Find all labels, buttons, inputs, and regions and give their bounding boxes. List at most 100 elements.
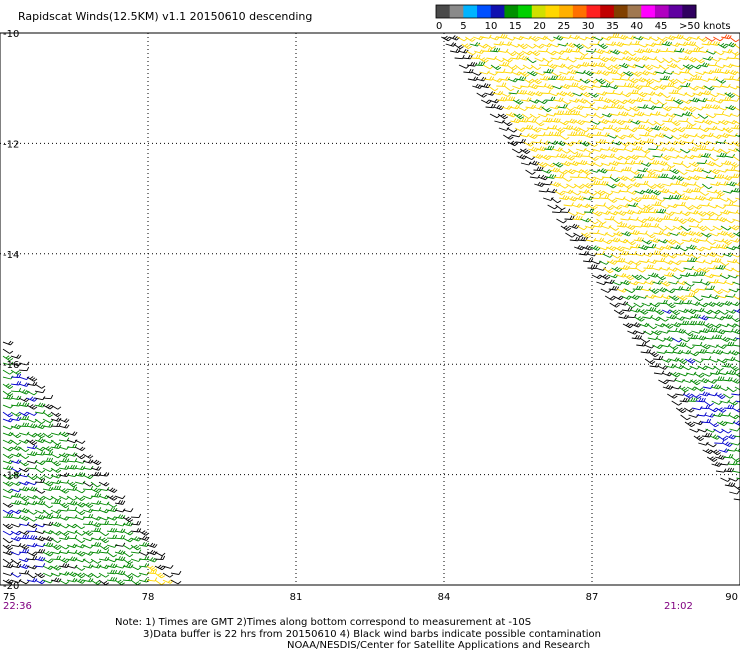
colorbar-swatch (436, 5, 451, 18)
wind-barb (50, 499, 62, 505)
wind-barb (530, 64, 542, 70)
wind-barb (631, 134, 642, 141)
wind-barb (523, 78, 535, 84)
wind-barb (627, 202, 638, 207)
wind-barb (2, 509, 14, 515)
wind-barb (678, 386, 689, 393)
wind-barb (606, 56, 618, 62)
wind-barb (664, 225, 676, 231)
wind-barb (723, 267, 735, 272)
wind-barb (655, 274, 667, 281)
wind-barb (555, 204, 566, 211)
wind-barb (625, 98, 636, 104)
colorbar-swatch (463, 5, 478, 18)
wind-barb (516, 154, 528, 160)
wind-barb (671, 274, 683, 280)
wind-barb (706, 379, 717, 384)
wind-barb (555, 75, 567, 81)
wind-barb (619, 203, 631, 208)
wind-barb (676, 358, 688, 364)
colorbar-swatch (600, 5, 615, 18)
wind-barb (736, 288, 740, 291)
wind-barb (507, 140, 519, 147)
wind-barb (708, 92, 720, 98)
wind-barb (594, 189, 606, 196)
wind-barb (74, 578, 86, 584)
wind-barb (730, 64, 740, 68)
wind-barb (675, 391, 686, 396)
wind-barb (598, 246, 609, 251)
colorbar-swatch (613, 5, 629, 18)
wind-barb (639, 274, 651, 280)
wind-barb (2, 578, 14, 585)
wind-barb (647, 70, 658, 76)
wind-barb (669, 232, 680, 236)
wind-barb (734, 386, 740, 391)
wind-barb (613, 309, 625, 315)
wind-barb (619, 264, 630, 270)
wind-barb (34, 402, 46, 408)
wind-barb (524, 155, 536, 161)
wind-barb (693, 246, 705, 252)
wind-barb (651, 78, 663, 83)
wind-barb (681, 175, 693, 181)
wind-barb (717, 168, 728, 173)
wind-barb (614, 119, 625, 126)
wind-barb (688, 161, 700, 168)
wind-barb (536, 99, 548, 105)
wind-barb (628, 89, 639, 95)
colorbar-label: 20 (533, 21, 546, 32)
wind-barb (501, 41, 512, 46)
wind-barb (715, 78, 727, 84)
wind-barb (624, 224, 636, 230)
wind-barb (725, 104, 737, 111)
wind-barb (130, 520, 142, 526)
wind-barb (639, 148, 651, 154)
wind-barb (518, 117, 529, 123)
wind-barb (580, 91, 592, 98)
wind-barb (498, 48, 509, 53)
wind-barb (599, 210, 611, 215)
wind-barb (645, 169, 656, 175)
wind-barb (487, 71, 498, 76)
wind-barb (465, 50, 477, 56)
wind-barb (663, 272, 675, 278)
wind-barb (596, 218, 607, 225)
wind-barb (734, 244, 740, 250)
wind-barb (730, 456, 740, 463)
wind-barb (728, 224, 740, 231)
y-tick-label: -12 (3, 139, 19, 150)
wind-barb (631, 334, 643, 340)
wind-barb (630, 120, 641, 125)
wind-barb (717, 309, 729, 315)
wind-barb (542, 117, 553, 123)
wind-barb (130, 513, 142, 519)
wind-barb (10, 395, 22, 401)
wind-barb (18, 415, 30, 421)
wind-barb (680, 225, 692, 231)
wind-barb (726, 119, 737, 125)
wind-barb (715, 468, 727, 473)
wind-barb (506, 127, 518, 133)
wind-barb (569, 110, 581, 116)
wind-barb (677, 230, 688, 237)
wind-barb (721, 300, 733, 306)
wind-barb (90, 549, 102, 554)
wind-barb (733, 435, 740, 438)
wind-barb (562, 64, 574, 70)
wind-barb (98, 572, 110, 578)
wind-barb (673, 300, 684, 305)
wind-barb (26, 396, 38, 402)
wind-barb (717, 43, 728, 49)
wind-barb (2, 390, 14, 397)
wind-barb (613, 41, 625, 47)
wind-barb (635, 267, 646, 273)
wind-barb (471, 71, 482, 76)
wind-barb (707, 265, 718, 270)
wind-barb (729, 50, 740, 56)
wind-barb (532, 90, 544, 97)
wind-barb (488, 85, 499, 92)
wind-barb (600, 162, 612, 167)
wind-barb (649, 237, 661, 243)
wind-barb (138, 530, 150, 536)
